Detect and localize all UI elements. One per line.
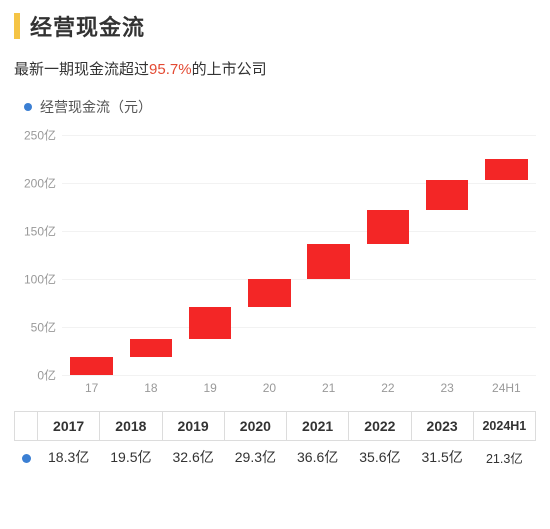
y-axis-label: 250亿 <box>14 127 56 144</box>
subtitle-after: 的上市公司 <box>192 61 267 78</box>
y-axis-label: 200亿 <box>14 175 56 192</box>
table-cell-value: 32.6亿 <box>162 441 224 474</box>
legend: 经营现金流（元） <box>14 97 536 117</box>
x-axis-label: 18 <box>144 381 157 395</box>
table-cell-value: 31.5亿 <box>411 441 473 474</box>
table-corner <box>15 412 38 441</box>
table-header-year: 2020 <box>224 412 286 441</box>
table-header-year: 2018 <box>100 412 162 441</box>
bar <box>367 210 410 244</box>
legend-label: 经营现金流（元） <box>40 97 152 117</box>
table-cell-value: 18.3亿 <box>38 441 100 474</box>
title-accent-bar <box>14 13 20 39</box>
table-row-dot-cell <box>15 441 38 474</box>
page-title: 经营现金流 <box>30 10 145 42</box>
y-axis-label: 150亿 <box>14 223 56 240</box>
bar <box>307 244 350 279</box>
bar <box>248 279 291 307</box>
subtitle-before: 最新一期现金流超过 <box>14 61 149 78</box>
x-axis-label: 21 <box>322 381 335 395</box>
bar <box>426 180 469 210</box>
x-axis-label: 22 <box>381 381 394 395</box>
table-cell-value: 21.3亿 <box>473 441 535 474</box>
row-dot-icon <box>22 454 31 463</box>
x-axis-label: 19 <box>203 381 216 395</box>
title-row: 经营现金流 <box>14 10 536 42</box>
table-header-year: 2024H1 <box>473 412 535 441</box>
table-cell-value: 19.5亿 <box>100 441 162 474</box>
y-axis-label: 50亿 <box>14 319 56 336</box>
table-header-year: 2023 <box>411 412 473 441</box>
bar <box>70 357 113 375</box>
y-axis-label: 100亿 <box>14 271 56 288</box>
y-axis-label: 0亿 <box>14 367 56 384</box>
legend-dot-icon <box>24 103 32 111</box>
bar <box>189 307 232 338</box>
table-header-year: 2017 <box>38 412 100 441</box>
x-axis-label: 23 <box>440 381 453 395</box>
table-header-year: 2019 <box>162 412 224 441</box>
x-axis-label: 20 <box>263 381 276 395</box>
bar <box>485 159 528 179</box>
cashflow-chart: 0亿50亿100亿150亿200亿250亿1718192021222324H1 <box>14 135 536 395</box>
subtitle-percent: 95.7% <box>149 61 192 78</box>
table-cell-value: 36.6亿 <box>287 441 349 474</box>
bar <box>130 339 173 358</box>
x-axis-label: 24H1 <box>492 381 521 395</box>
subtitle: 最新一期现金流超过95.7%的上市公司 <box>14 58 536 79</box>
data-table: 20172018201920202021202220232024H1 18.3亿… <box>14 411 536 473</box>
table-cell-value: 29.3亿 <box>224 441 286 474</box>
gridline <box>62 375 536 376</box>
table-header-year: 2021 <box>287 412 349 441</box>
x-axis-label: 17 <box>85 381 98 395</box>
table-cell-value: 35.6亿 <box>349 441 411 474</box>
table-header-year: 2022 <box>349 412 411 441</box>
